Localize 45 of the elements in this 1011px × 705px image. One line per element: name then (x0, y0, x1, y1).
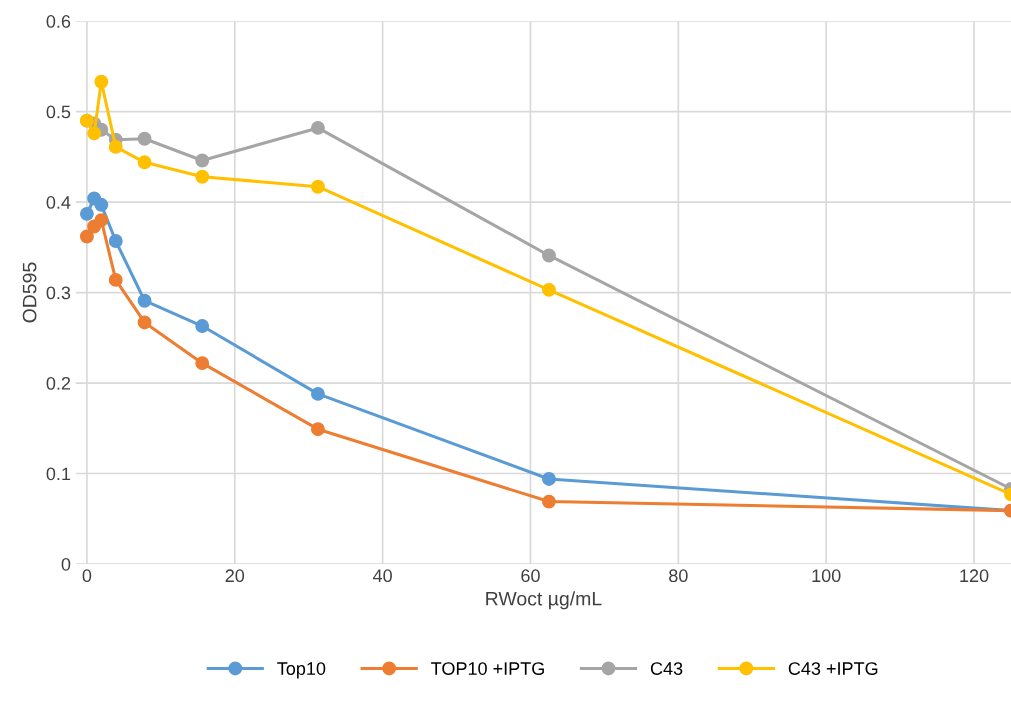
point (108, 234, 123, 248)
point (137, 131, 152, 146)
point (310, 179, 325, 194)
point (542, 494, 556, 509)
x-tick-label: 80 (669, 569, 688, 583)
point (137, 315, 152, 330)
point (195, 356, 210, 371)
y-tick-label: 0 (61, 557, 71, 571)
legend-label: Top10 (277, 662, 326, 679)
y-axis-title: OD595 (22, 262, 37, 323)
x-tick-label: 100 (812, 569, 841, 583)
point (108, 272, 123, 287)
x-axis-title: RWoct µg/mL (486, 591, 602, 610)
point (195, 319, 210, 333)
point (94, 213, 109, 228)
y-tick-label: 0.4 (46, 196, 71, 209)
point (94, 74, 109, 89)
point (310, 120, 325, 135)
legend-label: C43 +IPTG (788, 662, 878, 675)
y-tick-label: 0.2 (46, 376, 71, 390)
point (108, 139, 123, 154)
legend-label: TOP10 +IPTG (431, 662, 544, 675)
y-tick-label: 0.6 (46, 15, 71, 28)
point (310, 422, 325, 437)
x-tick-label: 20 (225, 569, 245, 583)
point (87, 126, 102, 141)
y-tick-label: 0.1 (46, 467, 71, 481)
x-tick-label: 40 (373, 569, 392, 583)
legend-label: C43 (650, 662, 683, 675)
point (542, 248, 556, 263)
point (195, 153, 210, 168)
point (94, 197, 109, 212)
y-tick-label: 0.5 (46, 105, 71, 119)
y-tick-label: 0.3 (46, 286, 71, 300)
x-tick-label: 0 (82, 569, 92, 583)
point (310, 386, 325, 401)
point (79, 229, 94, 244)
point (137, 155, 152, 170)
x-tick-label: 60 (521, 569, 540, 583)
point (195, 169, 210, 184)
point (137, 293, 152, 308)
x-tick-label: 120 (960, 569, 989, 583)
point (542, 472, 556, 486)
point (542, 282, 556, 297)
point (79, 206, 94, 221)
